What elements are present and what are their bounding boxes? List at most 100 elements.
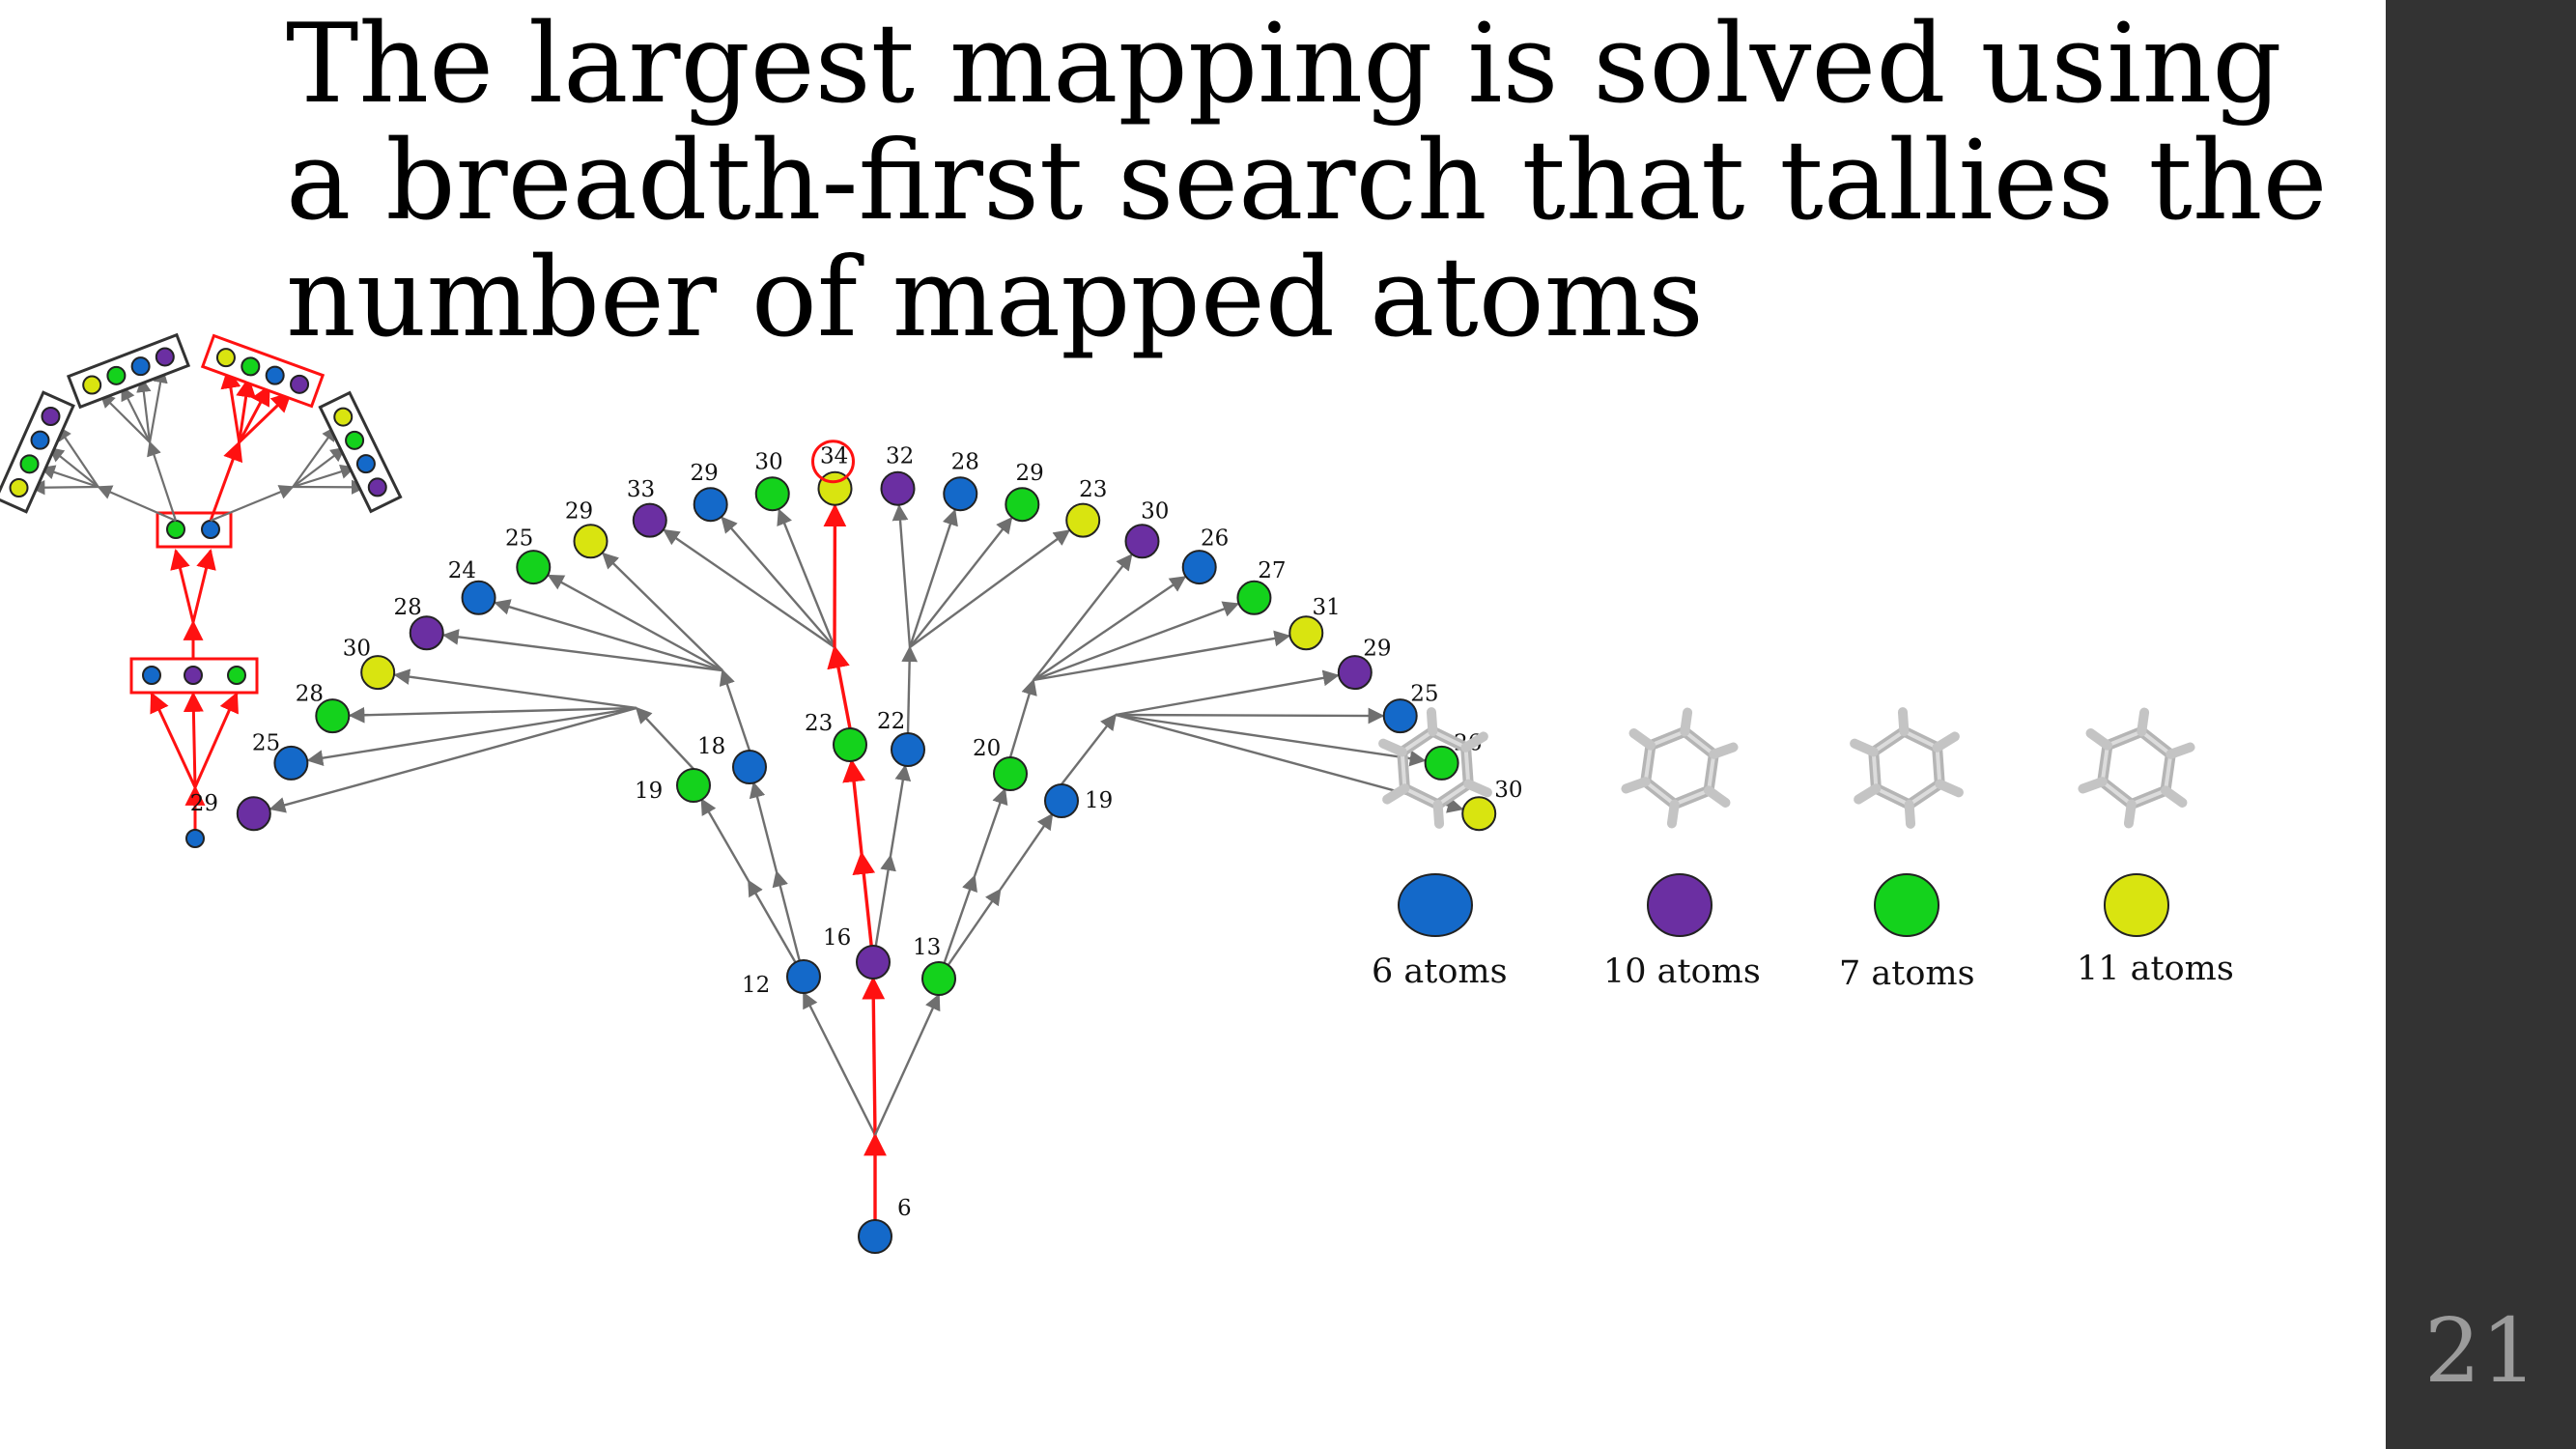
small-tree-node — [184, 666, 203, 685]
small-edge — [238, 391, 293, 443]
edge-l2-l3-13 — [908, 508, 958, 648]
tree-node-l3 — [1382, 698, 1418, 734]
legend-swatch — [2104, 873, 2169, 937]
score-label-l1: 13 — [913, 935, 941, 960]
edge-l2-stem-3 — [901, 645, 919, 734]
edge-l2-l3-0 — [269, 706, 637, 813]
score-label-l1: 12 — [742, 973, 770, 998]
legend-label: 10 atoms — [1603, 952, 1761, 991]
legend-swatch — [1398, 873, 1473, 937]
benzene-molecule-icon-shape — [1853, 709, 1961, 828]
small-edge — [238, 384, 270, 443]
score-label-l3: 25 — [252, 731, 280, 756]
tree-node-l2 — [1044, 783, 1079, 818]
tree-node-l3 — [693, 487, 728, 523]
small-tree-node — [106, 365, 127, 385]
tree-node-root — [858, 1219, 892, 1254]
edge-l2-l3-14 — [909, 517, 1013, 648]
tree-node-l3 — [880, 470, 916, 506]
small-tree-node — [345, 430, 365, 450]
tree-score-labels: 6 12 16 13 19 18 23 22 20 19 29 25 28 30 28 24 25 29 33 29 3… — [190, 444, 1523, 1221]
edge-l2-l3-21 — [1115, 707, 1385, 724]
slide-title: The largest mapping is solved using a br… — [286, 0, 2328, 361]
small-edge — [148, 367, 168, 442]
edge-l1-l2-0 — [747, 879, 797, 963]
small-edge — [220, 367, 241, 443]
small-edge — [99, 392, 151, 443]
legend-label: 6 atoms — [1372, 952, 1508, 991]
score-label-l3: 32 — [886, 444, 914, 469]
small-edge — [97, 485, 177, 523]
tree-node-l1 — [921, 961, 956, 996]
edge-l2-l3-6 — [547, 574, 723, 672]
edge-l2-l3-2 — [348, 706, 637, 724]
tree-node-l3 — [1236, 580, 1272, 615]
small-tree-node — [142, 666, 161, 685]
tree-node-l3 — [1005, 487, 1040, 523]
tree-node-l2 — [833, 727, 867, 762]
small-edge — [29, 479, 99, 496]
score-label-l2: 20 — [973, 736, 1001, 761]
edge-l2-stem-0 — [635, 706, 694, 770]
tree-node-l3 — [409, 615, 444, 651]
tree-node-l3 — [1288, 615, 1324, 651]
small-edge — [147, 440, 178, 522]
score-label-root: 6 — [897, 1196, 912, 1221]
score-label-l3: 26 — [1201, 526, 1229, 552]
small-group-box-frame — [0, 390, 75, 514]
edge-l2-l3-5 — [494, 599, 723, 672]
tree-node-l3 — [1065, 502, 1101, 538]
small-edge — [292, 464, 355, 489]
score-label-l3: 27 — [1258, 558, 1286, 583]
mapping-search-tree: 6 12 16 13 19 18 23 22 20 19 29 25 28 30 28 24 25 29 33 29 3… — [190, 440, 1523, 1254]
small-edge — [210, 485, 295, 523]
score-label-l3: 24 — [448, 558, 476, 583]
tree-node-l2 — [891, 732, 925, 767]
benzene-molecule-icon-shape — [2079, 705, 2194, 830]
small-group-box-frame — [66, 332, 191, 410]
tree-node-l2 — [732, 750, 767, 784]
edge-l2-l3-4 — [441, 629, 723, 672]
edge-l2-l3-7 — [602, 552, 723, 671]
tree-node-l3 — [573, 524, 609, 559]
small-tree-node — [30, 430, 50, 450]
small-group-box — [318, 390, 403, 514]
score-label-l3: 25 — [1410, 682, 1438, 707]
tree-node-l3 — [1461, 796, 1497, 832]
edge-l2-l3-1 — [306, 706, 637, 767]
tree-node-l3 — [1424, 745, 1459, 781]
small-tree-node — [155, 347, 175, 367]
tree-node-l1 — [856, 945, 891, 980]
small-edge — [183, 691, 204, 788]
small-edge — [209, 440, 243, 522]
edge-l1-2 — [873, 993, 941, 1136]
best-score-highlight — [811, 440, 856, 484]
small-tree-node — [215, 348, 236, 368]
small-tree-node — [166, 520, 185, 539]
score-label-l3: 29 — [691, 461, 719, 486]
small-edge — [136, 377, 152, 442]
small-tree-node — [41, 407, 61, 427]
edge-l1-0 — [802, 991, 877, 1136]
score-label-l3: 30 — [754, 449, 782, 474]
edge-l1-l2-0-b — [700, 798, 750, 882]
edge-l1-l2-3 — [874, 854, 896, 947]
edge-l1-l2-1-b — [749, 781, 778, 872]
score-label-l3: 30 — [1494, 778, 1522, 803]
small-edge — [48, 446, 99, 488]
tree-node-l2 — [993, 756, 1028, 791]
tree-node-l3 — [461, 580, 496, 615]
edge-l2-stem-5 — [1061, 713, 1118, 785]
edge-l2-stem-4 — [1008, 678, 1037, 758]
tree-node-l3 — [943, 476, 978, 512]
small-edge — [150, 692, 197, 788]
edge-l2-l3-9 — [721, 516, 835, 648]
small-tree-node — [130, 356, 151, 377]
tree-node-l3 — [315, 698, 351, 734]
tree-node-l3 — [273, 745, 309, 781]
score-label-l3: 28 — [951, 449, 979, 474]
small-edge — [56, 425, 99, 488]
legend: 6 atoms 10 atoms 7 atoms 11 atoms — [1372, 705, 2234, 993]
small-tree-node — [355, 454, 376, 474]
